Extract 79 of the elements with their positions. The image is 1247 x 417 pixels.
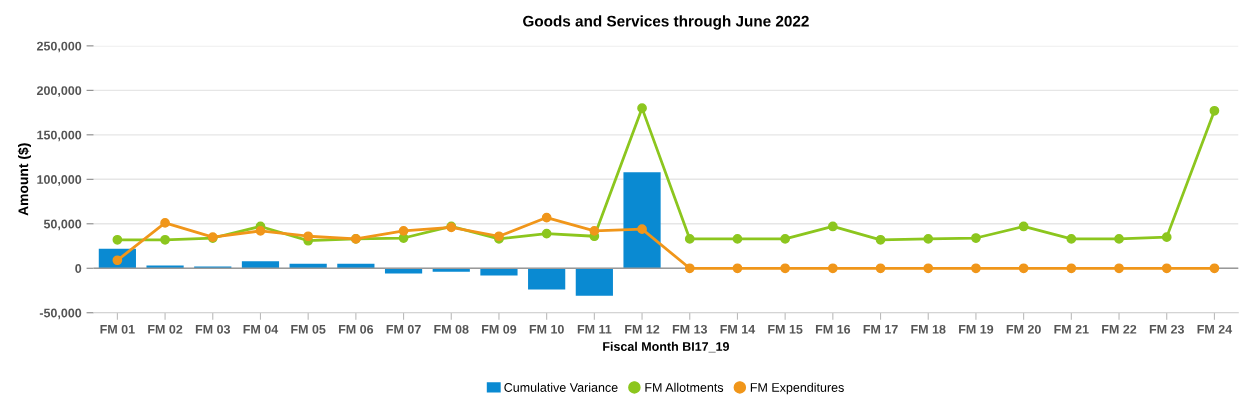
- x-tick-label: FM 14: [720, 325, 756, 334]
- x-axis-title: Fiscal Month BI17_19: [603, 341, 729, 353]
- legend-label: FM Expenditures: [750, 382, 844, 395]
- point: [1209, 263, 1220, 274]
- point: [303, 231, 314, 242]
- x-tick-label: FM 22: [1102, 324, 1137, 334]
- x-tick-label: FM 01: [100, 324, 135, 334]
- bar: [337, 263, 375, 269]
- point: [684, 263, 695, 274]
- x-tick-label: FM 09: [482, 324, 517, 334]
- point: [1161, 232, 1172, 242]
- y-tick-label: 250,000: [36, 41, 82, 53]
- legend-label: FM Allotments: [645, 382, 724, 392]
- x-tick-label: FM 21: [1054, 324, 1089, 334]
- y-tick-label: -50,000: [39, 308, 82, 320]
- bar: [384, 268, 423, 274]
- point: [160, 218, 170, 228]
- x-tick-label: FM 20: [1006, 324, 1041, 334]
- point: [541, 212, 552, 223]
- x-tick-label: FM 02: [148, 324, 183, 334]
- point: [1066, 234, 1077, 244]
- y-tick-label: 200,000: [36, 86, 82, 97]
- x-tick-label: FM 24: [1197, 324, 1233, 334]
- point: [1114, 234, 1124, 244]
- point: [637, 224, 647, 234]
- x-tick-label: FM 07: [386, 324, 421, 334]
- point: [923, 234, 934, 244]
- x-tick-label: FM 23: [1149, 324, 1184, 334]
- bar: [623, 172, 661, 269]
- point: [684, 234, 695, 244]
- x-tick-label: FM 17: [863, 325, 898, 334]
- point: [541, 228, 552, 239]
- bar: [289, 263, 327, 269]
- bar: [241, 261, 280, 269]
- point: [780, 234, 791, 244]
- point: [1114, 263, 1124, 274]
- point: [637, 103, 647, 114]
- point: [732, 234, 743, 244]
- y-axis-title: Amount ($): [17, 143, 31, 216]
- point: [1018, 221, 1029, 232]
- point: [827, 221, 838, 232]
- point: [1209, 105, 1220, 116]
- x-tick-label: FM 08: [434, 324, 469, 334]
- x-tick-label: FM 06: [338, 324, 374, 334]
- y-tick-label: 0: [75, 264, 82, 273]
- point: [971, 263, 981, 274]
- point: [112, 234, 123, 245]
- point: [589, 226, 600, 236]
- x-tick-label: FM 19: [959, 324, 994, 334]
- x-tick-label: FM 16: [815, 324, 851, 334]
- x-tick-label: FM 10: [529, 324, 564, 334]
- legend-label: Cumulative Variance: [504, 382, 618, 392]
- point: [780, 263, 791, 274]
- point: [1018, 263, 1029, 274]
- chart-title: Goods and Services through June 2022: [523, 15, 809, 30]
- bar: [575, 268, 613, 296]
- point: [160, 234, 170, 245]
- x-tick-label: FM 04: [243, 324, 279, 334]
- point: [1066, 263, 1077, 274]
- point: [1161, 263, 1172, 274]
- bar: [528, 268, 566, 290]
- x-tick-label: FM 11: [577, 325, 612, 334]
- point: [875, 263, 886, 274]
- y-tick-label: 50,000: [43, 219, 82, 231]
- point: [923, 263, 934, 274]
- point: [827, 263, 838, 274]
- point: [732, 263, 743, 274]
- x-tick-label: FM 12: [625, 324, 660, 334]
- x-tick-label: FM 03: [195, 324, 231, 334]
- point: [971, 233, 981, 243]
- x-tick-label: FM 15: [768, 325, 803, 334]
- point: [875, 234, 886, 245]
- x-tick-label: FM 05: [291, 324, 326, 334]
- point: [398, 226, 409, 236]
- x-tick-label: FM 13: [672, 324, 708, 334]
- point: [255, 226, 266, 236]
- y-tick-label: 150,000: [37, 130, 82, 142]
- y-tick-label: 100,000: [37, 175, 82, 186]
- x-tick-label: FM 18: [911, 324, 946, 334]
